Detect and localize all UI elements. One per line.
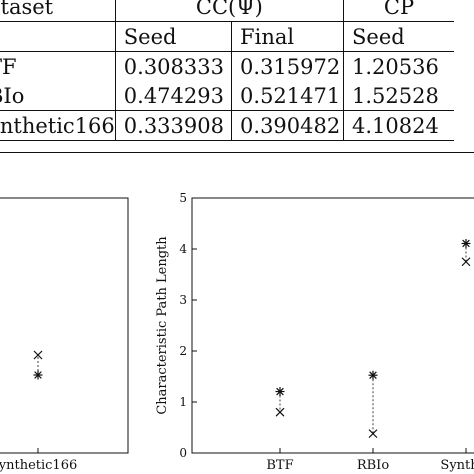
cell-cc-final: 0.315972 xyxy=(231,51,344,81)
final-marker xyxy=(275,407,285,417)
table-bottom-rule xyxy=(0,152,474,153)
subheader-final: Final xyxy=(231,21,344,52)
x-tick-label: Synthet xyxy=(440,458,474,473)
subheader-cp-seed: Seed xyxy=(343,21,454,52)
cell-cc-final: 0.521471 xyxy=(231,81,344,111)
y-tick-label: 3 xyxy=(179,293,187,307)
cell-cp-seed: 1.52528 xyxy=(343,81,454,111)
cp-header: CP xyxy=(343,0,454,22)
seed-marker xyxy=(368,370,378,380)
x-tick-label: BTF xyxy=(266,458,293,473)
seed-marker xyxy=(275,387,285,397)
final-marker xyxy=(461,257,471,267)
table-subheader-row: Seed Final Seed xyxy=(0,21,454,52)
left-plot-frame xyxy=(0,197,129,454)
cell-cc-seed: 0.474293 xyxy=(114,81,232,111)
cell-cc-seed: 0.308333 xyxy=(114,51,232,81)
table-header-row: ataset CC(Ψ) CP xyxy=(0,0,454,22)
results-table: ataset CC(Ψ) CP Seed Final Seed TF 0.308… xyxy=(0,0,454,141)
row-name: BIo xyxy=(0,83,25,108)
table-row: TF 0.308333 0.315972 1.20536 xyxy=(0,51,454,81)
subheader-seed: Seed xyxy=(114,21,232,52)
cell-cc-final: 0.390482 xyxy=(231,110,344,141)
seed-marker xyxy=(461,238,471,248)
row-name: ynthetic166 xyxy=(0,113,115,138)
final-marker xyxy=(33,350,43,360)
cc-header: CC(Ψ) xyxy=(114,0,344,22)
y-tick-label: 4 xyxy=(179,242,187,256)
y-tick-label: 0 xyxy=(179,446,187,460)
seed-marker xyxy=(33,370,43,380)
x-tick-label: RBIo xyxy=(357,458,389,473)
cell-cc-seed: 0.333908 xyxy=(114,110,232,141)
row-name: TF xyxy=(0,54,17,79)
y-axis-label: Characteristic Path Length xyxy=(155,236,170,415)
table-row: ynthetic166 0.333908 0.390482 4.10824 xyxy=(0,110,454,141)
y-tick-label: 2 xyxy=(179,344,187,358)
cell-cp-seed: 1.20536 xyxy=(343,51,454,81)
left-x-tick-label: ynthetic166 xyxy=(0,458,77,473)
table-row: BIo 0.474293 0.521471 1.52528 xyxy=(0,81,454,111)
dataset-header: ataset xyxy=(0,0,54,19)
final-marker xyxy=(368,429,378,439)
y-tick-label: 5 xyxy=(179,191,187,205)
y-tick-label: 1 xyxy=(179,395,187,409)
right-plot-frame xyxy=(191,197,474,454)
cell-cp-seed: 4.10824 xyxy=(343,110,454,141)
